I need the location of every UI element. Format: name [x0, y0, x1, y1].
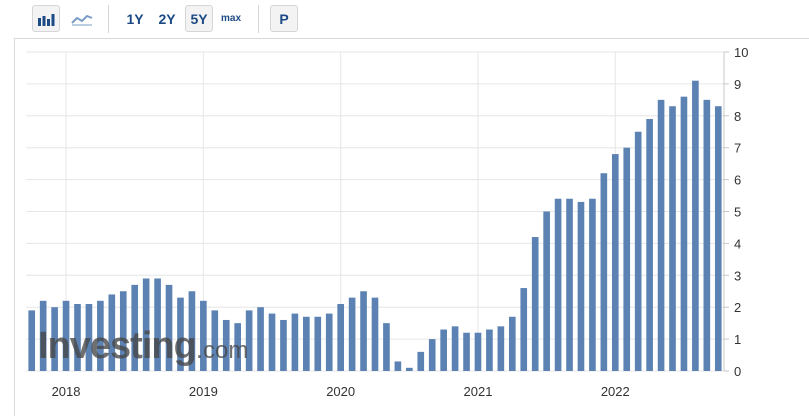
- y-tick-label: 4: [734, 236, 741, 251]
- x-tick-label: 2021: [464, 384, 493, 399]
- bar: [200, 300, 207, 371]
- bar: [566, 198, 573, 371]
- bar: [440, 329, 447, 371]
- bar: [245, 310, 253, 371]
- bar: [406, 367, 413, 371]
- y-tick-label: 0: [734, 364, 741, 379]
- bar: [486, 329, 493, 371]
- bar: [39, 300, 47, 371]
- x-tick-label: 2019: [189, 384, 218, 399]
- bar: [520, 288, 528, 371]
- bar: [371, 297, 379, 371]
- bar: [383, 323, 390, 371]
- bar: [554, 198, 562, 371]
- bar: [74, 304, 81, 371]
- bar: [669, 106, 676, 371]
- bar: [268, 313, 276, 371]
- toolbar-divider: [258, 5, 259, 33]
- bar: [97, 300, 104, 371]
- bar: [165, 284, 173, 371]
- y-tick-label: 5: [734, 205, 741, 220]
- bar: [600, 173, 608, 371]
- bar: [108, 294, 116, 371]
- bar: [463, 332, 470, 371]
- bar: [531, 237, 539, 371]
- period-5y-button[interactable]: 5Y: [185, 5, 213, 32]
- y-tick-label: 6: [734, 173, 741, 188]
- y-tick-label: 2: [734, 300, 741, 315]
- p-button[interactable]: P: [270, 5, 298, 32]
- chart-toolbar: 1Y 2Y 5Y max P: [0, 0, 809, 38]
- bar-chart-icon: [38, 13, 55, 26]
- bar: [577, 201, 585, 371]
- axes: 0 1 2 3 4 5 6 7 8 9 10 2018 2019 2020 2021 2022: [52, 45, 749, 399]
- bar: [474, 332, 482, 371]
- bar: [28, 310, 36, 371]
- bar: [303, 316, 310, 371]
- bar: [611, 154, 619, 371]
- bar: [657, 99, 665, 371]
- bar: [497, 326, 505, 371]
- line-chart-icon: [71, 14, 93, 25]
- x-tick-label: 2020: [326, 384, 355, 399]
- toolbar-divider: [108, 5, 109, 33]
- chart-area: [14, 38, 809, 416]
- y-tick-label: 7: [734, 141, 741, 156]
- period-1y-button[interactable]: 1Y: [126, 10, 144, 27]
- bar: [451, 326, 459, 371]
- bar: [177, 297, 184, 371]
- y-tick-label: 9: [734, 77, 741, 92]
- bar: [646, 118, 653, 372]
- bar: [543, 211, 550, 371]
- bar: [291, 313, 299, 371]
- bar: [131, 284, 139, 371]
- bar: [623, 147, 631, 371]
- period-max-button[interactable]: max: [220, 13, 241, 24]
- bar: [417, 351, 425, 371]
- bar: [188, 291, 196, 371]
- bar: [589, 198, 596, 371]
- bar-chart-button[interactable]: [32, 5, 60, 32]
- bar: [234, 323, 242, 371]
- bar: [314, 316, 322, 371]
- bars: [28, 80, 722, 372]
- x-tick-label: 2018: [52, 384, 81, 399]
- bar: [337, 304, 344, 371]
- y-tick-label: 3: [734, 268, 741, 283]
- bar: [634, 131, 642, 371]
- bar: [714, 106, 722, 371]
- y-tick-label: 1: [734, 332, 741, 347]
- bar: [142, 278, 150, 371]
- bar: [257, 307, 264, 371]
- bar: [51, 307, 58, 371]
- x-tick-label: 2022: [601, 384, 630, 399]
- bar: [85, 304, 93, 371]
- bar: [154, 278, 161, 371]
- y-tick-label: 8: [734, 109, 741, 124]
- bar: [680, 96, 688, 371]
- y-tick-label: 10: [734, 45, 748, 60]
- period-2y-button[interactable]: 2Y: [158, 10, 176, 27]
- bar: [222, 319, 230, 371]
- line-chart-button[interactable]: [68, 5, 96, 32]
- bar: [325, 313, 333, 371]
- bar: [360, 291, 367, 371]
- bar: [703, 99, 711, 371]
- bar: [62, 300, 70, 371]
- bar: [508, 316, 516, 371]
- bar: [119, 291, 127, 371]
- bar: [428, 339, 436, 371]
- bar: [692, 80, 699, 372]
- bar: [280, 319, 287, 371]
- bar: [394, 361, 402, 371]
- bar: [211, 310, 219, 371]
- bar: [348, 297, 356, 371]
